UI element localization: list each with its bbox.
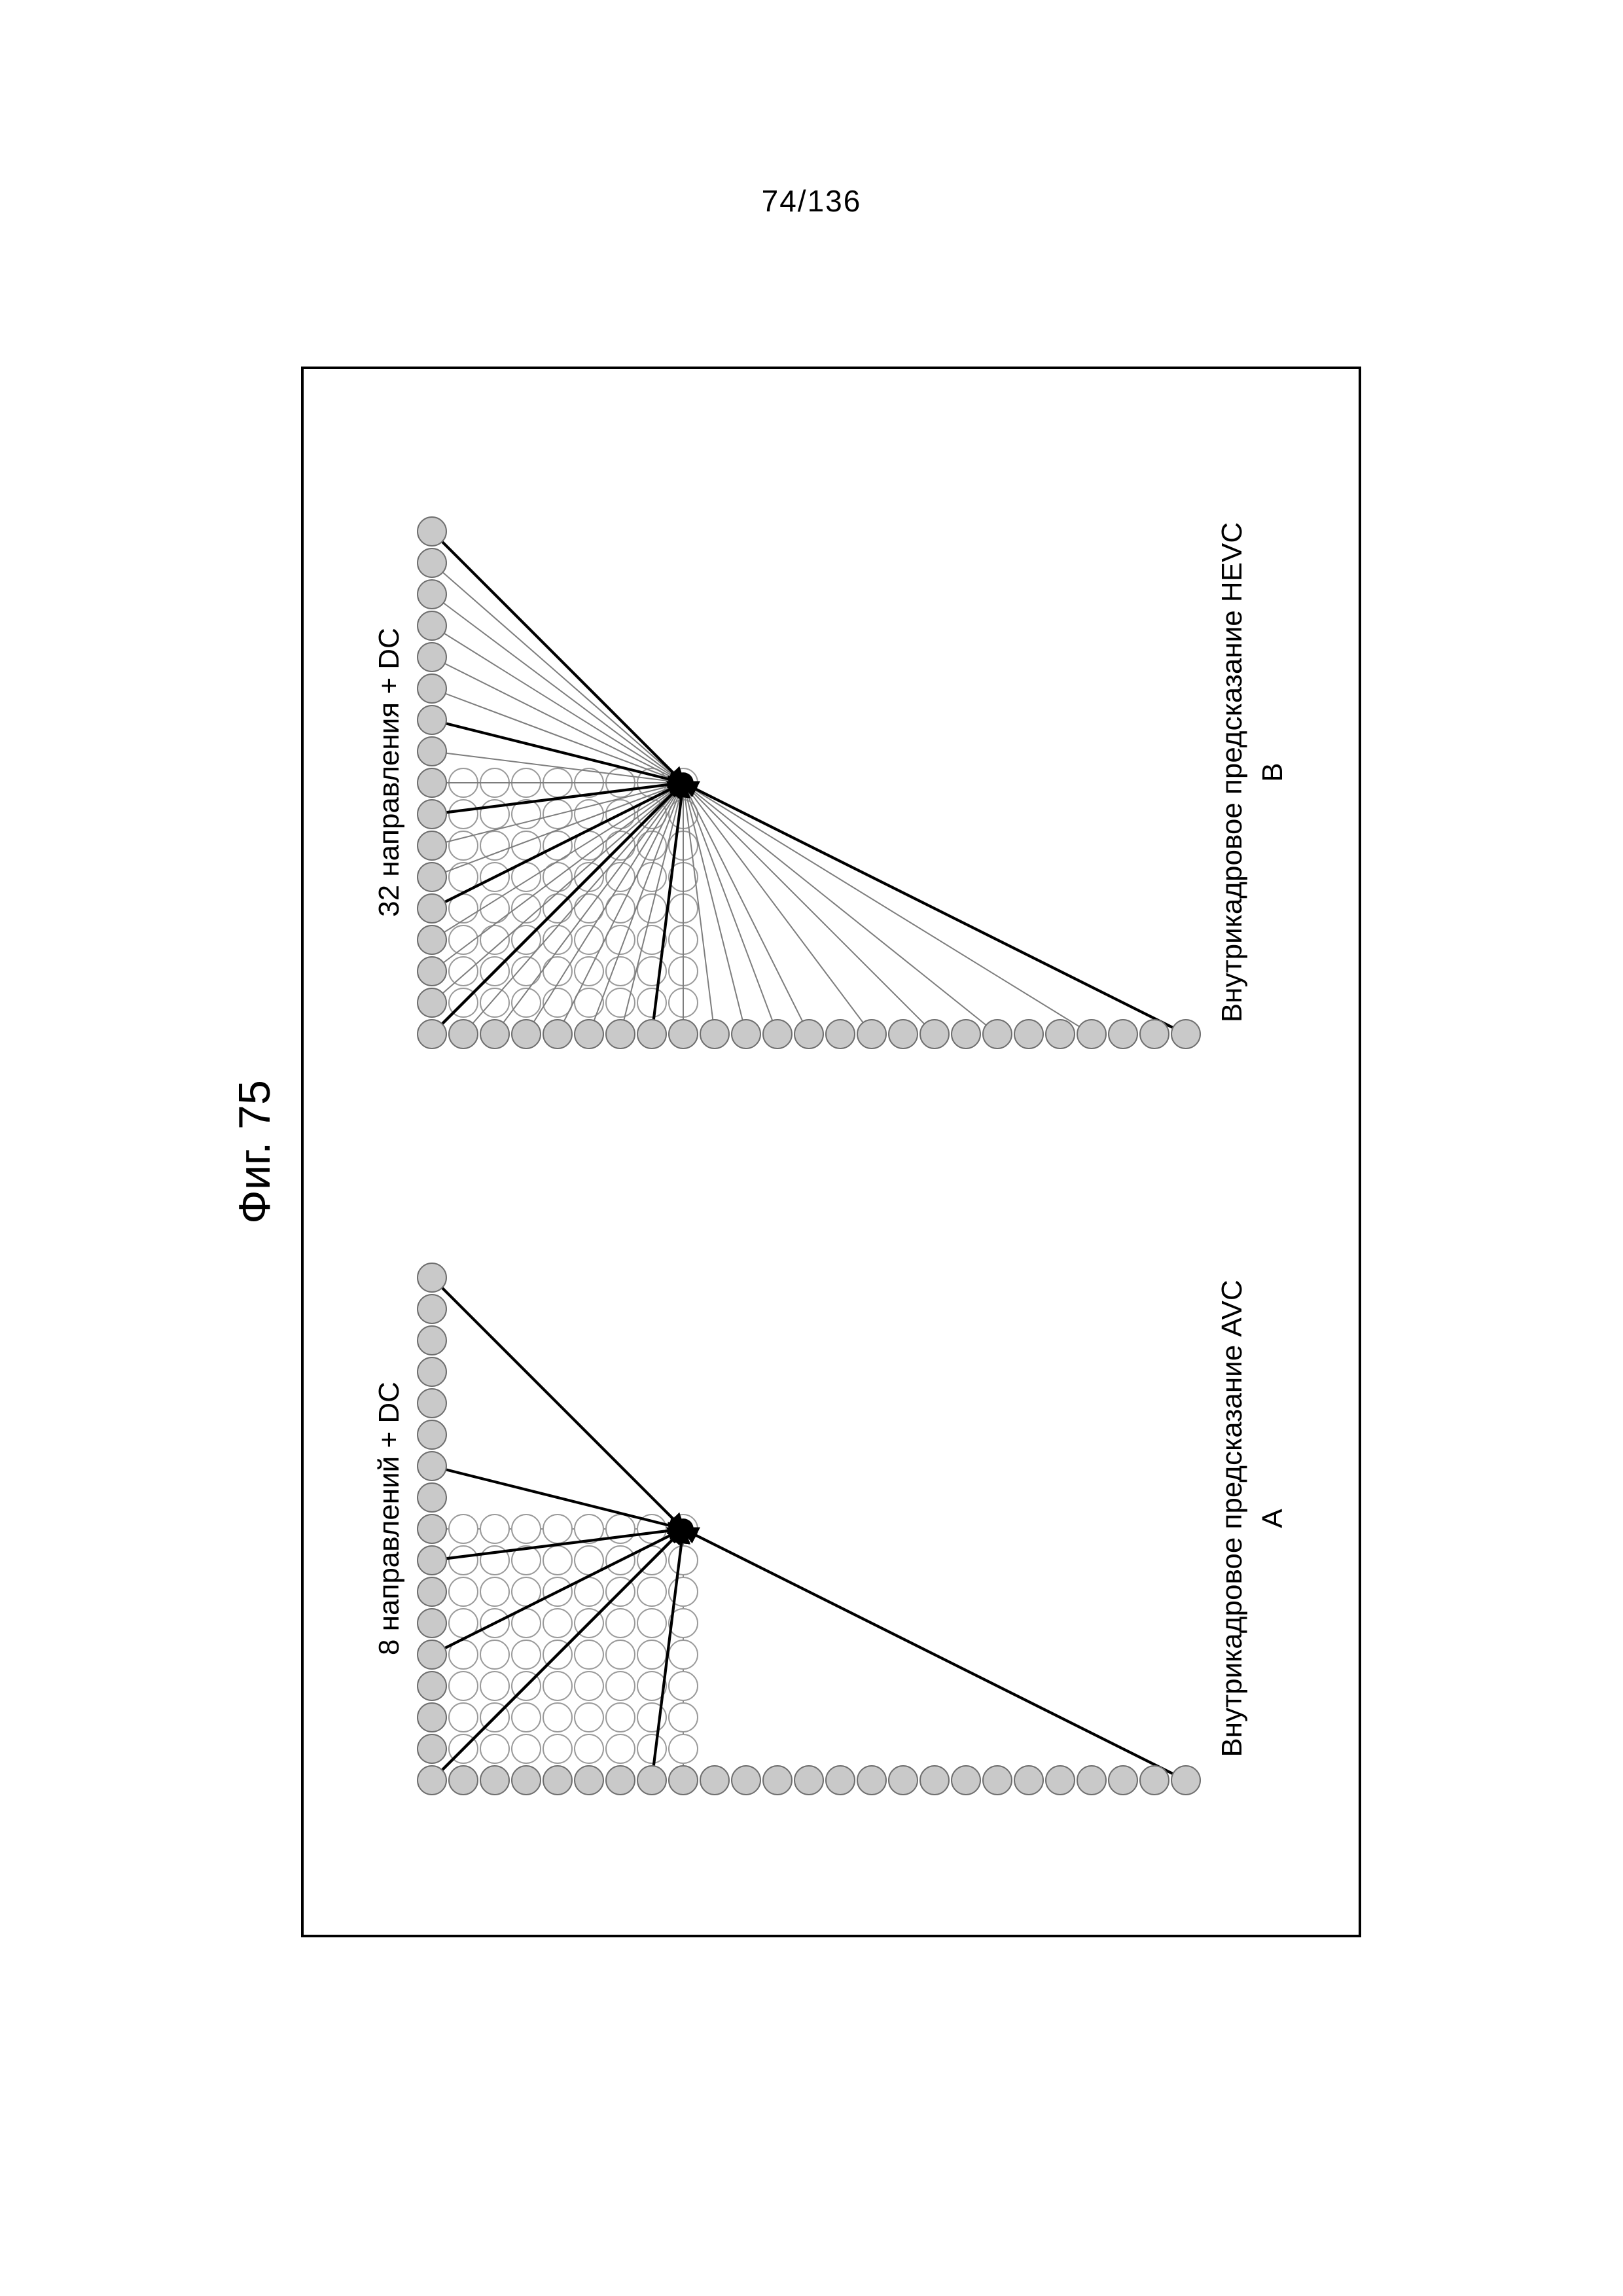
panel-b: 32 направления + DC Внутрикадровое предс…: [380, 432, 1296, 1113]
rotated-content: Фиг. 75 8 направлений + DC Внутрикадрово…: [301, 367, 1361, 1937]
panel-a-diagram: [380, 1178, 1296, 1859]
panel-b-diagram: [380, 432, 1296, 1113]
page: 74/136 Фиг. 75 8 направлений + DC Внутри…: [0, 0, 1623, 2296]
page-number: 74/136: [0, 183, 1623, 219]
panel-a-letter: A: [1257, 1178, 1289, 1859]
panel-b-sublabel: Внутрикадровое предсказание HEVC: [1214, 432, 1250, 1113]
panel-b-letter: B: [1257, 432, 1289, 1113]
panel-a-sublabel: Внутрикадровое предсказание AVC: [1214, 1178, 1250, 1859]
panel-a: 8 направлений + DC Внутрикадровое предск…: [380, 1178, 1296, 1859]
figure-title: Фиг. 75: [229, 367, 280, 1937]
figure-frame: Фиг. 75 8 направлений + DC Внутрикадрово…: [301, 367, 1361, 1937]
